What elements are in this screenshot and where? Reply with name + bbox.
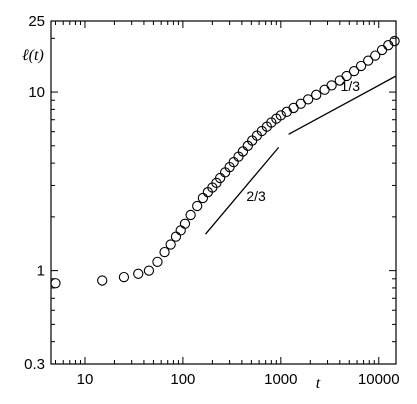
data-point bbox=[319, 84, 330, 95]
slope-label: 2/3 bbox=[246, 188, 266, 204]
data-point bbox=[197, 192, 209, 204]
data-point bbox=[389, 35, 400, 47]
data-point bbox=[355, 60, 367, 72]
data-point bbox=[133, 268, 144, 279]
x-tick-label: 10000 bbox=[358, 371, 400, 388]
data-point bbox=[152, 256, 163, 267]
data-point bbox=[326, 80, 337, 91]
slope-label: 1/3 bbox=[341, 78, 361, 94]
data-point bbox=[170, 231, 182, 242]
data-point bbox=[376, 44, 388, 56]
data-point bbox=[348, 65, 360, 77]
tick-labels: 10 100 1000 10000 0.3 1 10 25 bbox=[24, 13, 399, 388]
axis-ticks bbox=[51, 21, 396, 365]
data-points bbox=[50, 35, 400, 289]
data-point bbox=[295, 98, 306, 109]
x-axis-label: t bbox=[316, 375, 321, 392]
data-point bbox=[185, 209, 196, 221]
x-tick-label: 1000 bbox=[264, 371, 297, 388]
slope-guide-lines: 2/3 1/3 bbox=[204, 75, 397, 235]
y-tick-label: 1 bbox=[37, 263, 45, 280]
data-point bbox=[175, 225, 186, 236]
y-tick-label: 0.3 bbox=[24, 356, 45, 373]
data-point bbox=[179, 218, 191, 229]
data-point bbox=[192, 200, 203, 212]
data-point bbox=[143, 265, 155, 276]
data-point bbox=[50, 278, 61, 289]
data-point bbox=[302, 94, 314, 105]
data-point bbox=[383, 40, 394, 51]
y-tick-label: 10 bbox=[28, 84, 45, 101]
data-point bbox=[118, 271, 130, 283]
data-point bbox=[311, 89, 322, 100]
plot-border bbox=[50, 20, 397, 365]
plot-frame bbox=[50, 20, 397, 365]
x-tick-label: 10 bbox=[77, 371, 94, 388]
y-axis-label: ℓ(t) bbox=[22, 47, 44, 64]
y-tick-label: 25 bbox=[28, 13, 45, 30]
data-point bbox=[370, 50, 381, 61]
data-point bbox=[159, 246, 170, 258]
x-tick-label: 100 bbox=[170, 371, 195, 388]
data-point bbox=[165, 239, 176, 250]
data-point bbox=[275, 110, 286, 121]
data-point bbox=[363, 55, 374, 66]
slope-guide-line bbox=[204, 146, 280, 235]
data-point bbox=[341, 70, 352, 82]
slope-guide-line bbox=[288, 75, 397, 135]
data-point bbox=[97, 275, 108, 286]
